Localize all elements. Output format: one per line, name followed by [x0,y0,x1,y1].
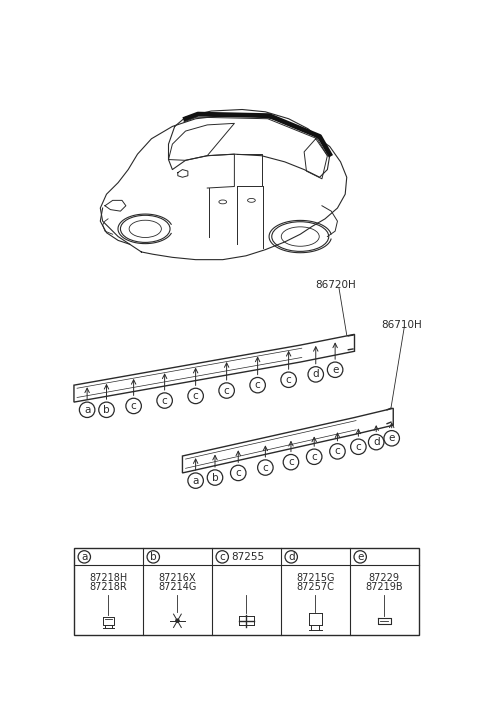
Text: c: c [255,380,261,390]
Text: a: a [192,476,199,485]
Circle shape [281,372,296,387]
Circle shape [78,551,91,563]
Circle shape [354,551,366,563]
Circle shape [384,431,399,446]
Text: c: c [219,552,225,562]
Circle shape [283,454,299,470]
Circle shape [306,449,322,464]
Text: e: e [332,365,338,374]
Text: c: c [162,395,168,405]
Text: c: c [288,457,294,467]
Text: 87219B: 87219B [366,582,403,592]
Text: b: b [103,405,110,415]
Circle shape [369,434,384,450]
Circle shape [79,402,95,418]
Text: c: c [335,446,340,456]
Text: c: c [235,468,241,478]
Text: e: e [357,552,363,562]
Text: 87257C: 87257C [297,582,334,592]
Circle shape [327,362,343,377]
Text: c: c [312,451,317,462]
Circle shape [188,388,204,404]
Circle shape [285,551,298,563]
Text: c: c [131,401,136,411]
Circle shape [157,393,172,408]
Text: c: c [263,462,268,472]
Circle shape [258,460,273,475]
Text: d: d [288,552,295,562]
Circle shape [188,473,204,488]
Text: a: a [84,405,90,415]
Circle shape [176,619,180,623]
Circle shape [230,465,246,481]
Circle shape [350,439,366,454]
Circle shape [207,470,223,485]
Text: 87255: 87255 [231,552,264,562]
Circle shape [126,398,142,414]
Circle shape [216,551,228,563]
Text: 86720H: 86720H [316,280,357,290]
Text: c: c [286,375,291,384]
Circle shape [308,366,324,382]
Text: d: d [373,437,380,447]
Text: 87218R: 87218R [90,582,127,592]
Text: 87214G: 87214G [158,582,197,592]
Text: 87216X: 87216X [159,572,196,582]
Text: b: b [150,552,156,562]
Circle shape [250,377,265,393]
Circle shape [147,551,159,563]
Bar [74,549,419,634]
Text: 87229: 87229 [369,572,400,582]
Circle shape [330,444,345,459]
Text: c: c [224,385,229,395]
Text: 86710H: 86710H [382,320,422,330]
Text: 87215G: 87215G [296,572,335,582]
Text: b: b [212,472,218,482]
Text: c: c [356,442,361,451]
Text: 87218H: 87218H [89,572,128,582]
Circle shape [99,402,114,418]
Circle shape [219,383,234,398]
Text: e: e [388,433,395,444]
Text: d: d [312,369,319,379]
Text: a: a [81,552,87,562]
Text: c: c [193,391,199,401]
